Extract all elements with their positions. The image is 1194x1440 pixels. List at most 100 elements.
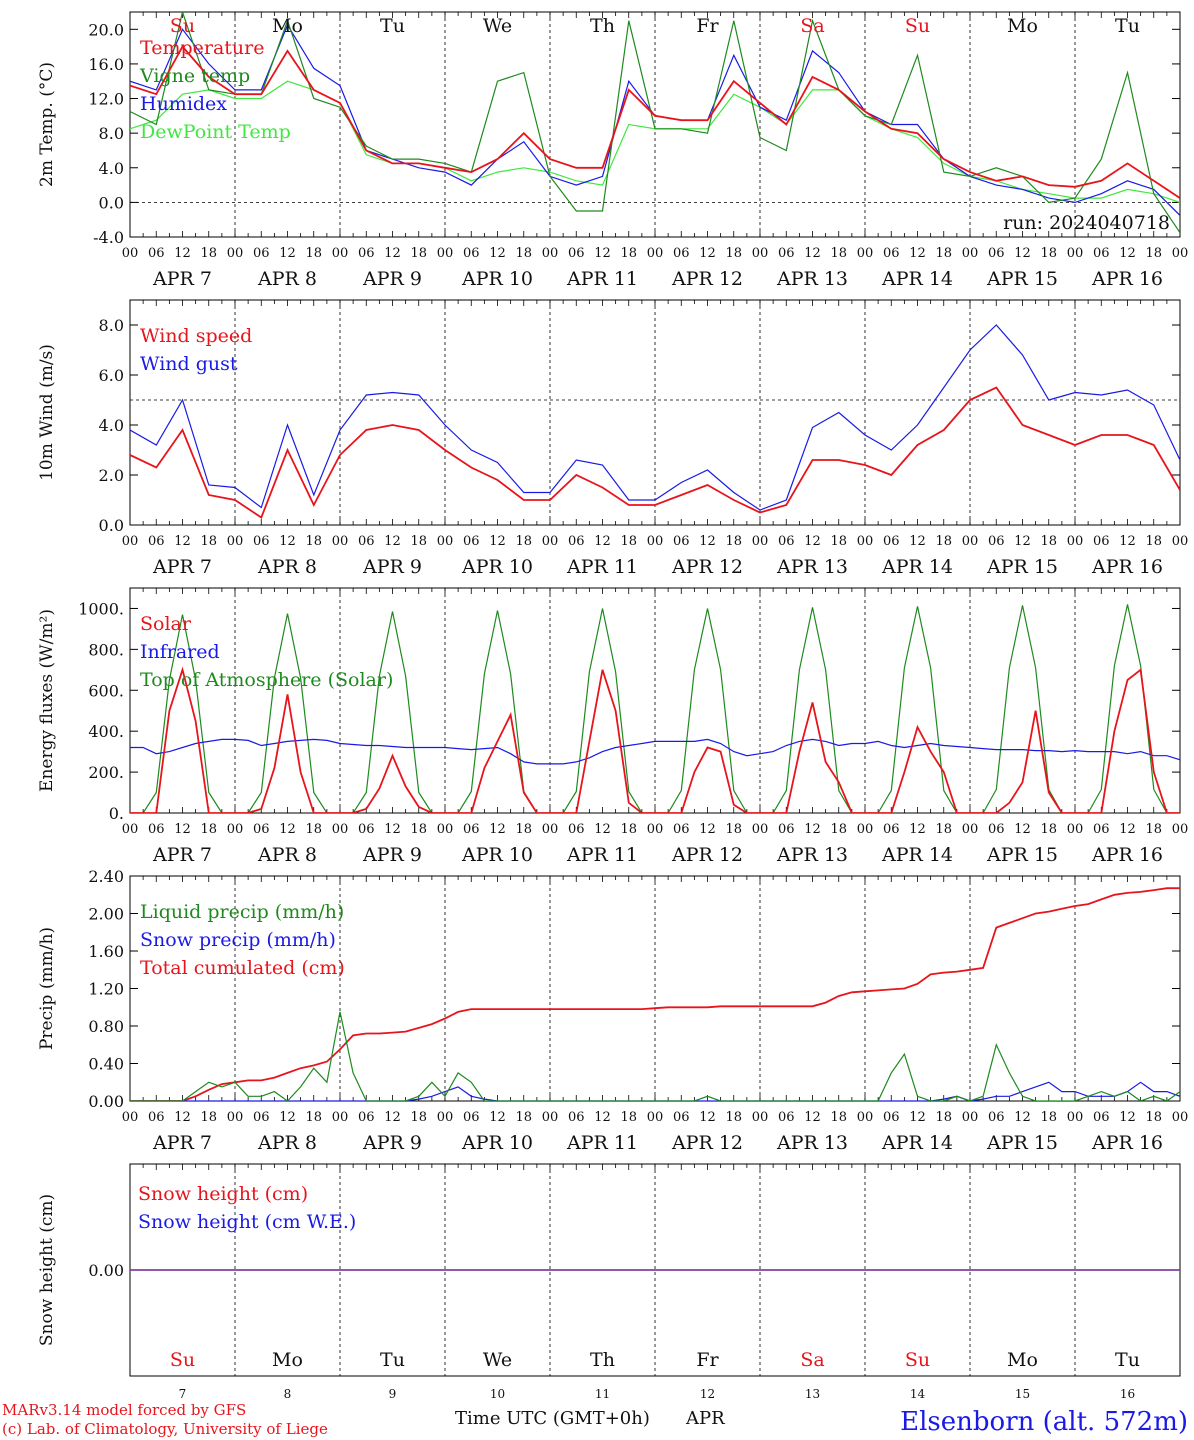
series-line-liquid-precip-mm-h- [130,1011,1180,1101]
hour-tick-label: 00 [962,822,979,837]
hour-tick-label: 18 [410,822,427,837]
hour-tick-label: 12 [909,534,926,549]
weekday-label: Tu [1115,1349,1140,1371]
day-number-label: 14 [910,1387,926,1401]
y-tick-label: 12.0 [88,90,124,109]
hour-tick-label: 06 [1093,1110,1110,1125]
hour-tick-label: 12 [489,822,506,837]
weekday-label: Mo [272,1349,303,1371]
date-label: APR 14 [881,1132,953,1154]
hour-tick-label: 18 [830,534,847,549]
legend-entry: Top of Atmosphere (Solar) [140,669,393,691]
series-group [130,324,1180,519]
y-tick-label: 0.00 [88,1261,124,1280]
date-label: APR 9 [362,1132,422,1154]
weekday-label: Sa [800,1349,824,1371]
date-label: APR 14 [881,268,953,290]
hour-tick-label: 12 [804,1110,821,1125]
date-label: APR 14 [881,556,953,578]
hour-tick-label: 06 [883,1110,900,1125]
day-number-label: 11 [595,1387,610,1401]
hour-tick-label: 12 [384,822,401,837]
y-tick-label: 2.00 [88,905,124,924]
x-axis-label: Time UTC (GMT+0h) [455,1408,650,1429]
day-number-label: 8 [284,1387,292,1401]
hour-tick-label: 06 [253,534,270,549]
run-label: run: 2024040718 [1003,212,1170,234]
hour-tick-label: 06 [883,822,900,837]
hour-tick-label: 18 [935,246,952,261]
day-number-label: 7 [179,1387,187,1401]
hour-tick-label: 18 [410,534,427,549]
y-tick-label: 6.0 [99,366,124,385]
hour-tick-label: 06 [1093,246,1110,261]
panel-4: 0.00 0.40 0.80 1.20 1.60 2.00 2.40 Precip (mm/h… [37,867,1188,1154]
hour-tick-label: 06 [568,534,585,549]
hour-tick-label: 00 [1172,1110,1189,1125]
hour-tick-label: 12 [1014,1110,1031,1125]
hour-tick-label: 00 [332,1110,349,1125]
hour-tick-label: 12 [699,534,716,549]
date-label: APR 10 [461,1132,533,1154]
hour-tick-label: 12 [1119,246,1136,261]
date-label: APR 12 [671,268,743,290]
hour-tick-label: 00 [752,534,769,549]
weekday-label: Th [590,15,615,37]
weekday-label: Tu [380,15,405,37]
hour-tick-label: 18 [200,534,217,549]
hour-tick-label: 06 [778,1110,795,1125]
panel-2: 0.0 2.0 4.0 6.0 8.0 10m Wind (m/s) Wind speed W… [37,299,1188,578]
hour-tick-label: 00 [1172,246,1189,261]
hour-tick-label: 06 [253,246,270,261]
hour-tick-label: 06 [568,246,585,261]
hour-tick-label: 12 [279,534,296,549]
hour-tick-label: 12 [384,246,401,261]
weekday-label: Mo [272,15,303,37]
hour-tick-label: 12 [384,534,401,549]
hour-tick-label: 06 [358,822,375,837]
series-line-solar [130,666,1180,813]
legend-entry: Liquid precip (mm/h) [140,901,344,923]
date-label: APR 16 [1091,556,1163,578]
hour-tick-label: 18 [1145,246,1162,261]
date-label: APR 15 [986,1132,1058,1154]
hour-tick-label: 00 [227,1110,244,1125]
series-line-top-of-atmosphere-solar- [130,604,1180,813]
date-label: APR 11 [566,1132,638,1154]
hour-tick-label: 06 [358,1110,375,1125]
y-tick-label: 8.0 [99,124,124,143]
hour-tick-label: 06 [253,1110,270,1125]
hour-tick-label: 12 [594,246,611,261]
hour-tick-label: 00 [437,822,454,837]
hour-tick-label: 18 [1145,822,1162,837]
hour-tick-label: 12 [174,822,191,837]
y-tick-label: 1.60 [88,942,124,961]
date-label: APR 15 [986,556,1058,578]
hour-tick-label: 06 [568,1110,585,1125]
credit-line-2: (c) Lab. of Climatology, University of L… [2,1420,328,1438]
hour-tick-label: 00 [227,822,244,837]
y-tick-label: 1.20 [88,980,124,999]
hour-tick-label: 00 [752,822,769,837]
location-title: Elsenborn (alt. 572m) [900,1407,1188,1437]
hour-tick-label: 12 [699,1110,716,1125]
hour-tick-label: 18 [515,246,532,261]
hour-tick-label: 06 [988,534,1005,549]
hour-tick-label: 18 [305,534,322,549]
hour-tick-label: 00 [122,822,139,837]
y-tick-label: -4.0 [93,228,124,247]
hour-tick-label: 12 [174,534,191,549]
y-tick-label: 0.40 [88,1055,124,1074]
day-number-label: 13 [805,1387,820,1401]
hour-tick-label: 12 [699,246,716,261]
y-axis-label: Snow height (cm) [37,1194,57,1346]
hour-tick-label: 18 [1040,246,1057,261]
date-label: APR 11 [566,556,638,578]
hour-tick-label: 06 [463,1110,480,1125]
hour-tick-label: 06 [988,1110,1005,1125]
hour-tick-label: 12 [594,822,611,837]
hour-tick-label: 18 [305,822,322,837]
legend-entry: Snow precip (mm/h) [140,929,336,951]
legend-entry: Vigne temp [139,65,250,87]
y-tick-label: 2.40 [88,867,124,886]
